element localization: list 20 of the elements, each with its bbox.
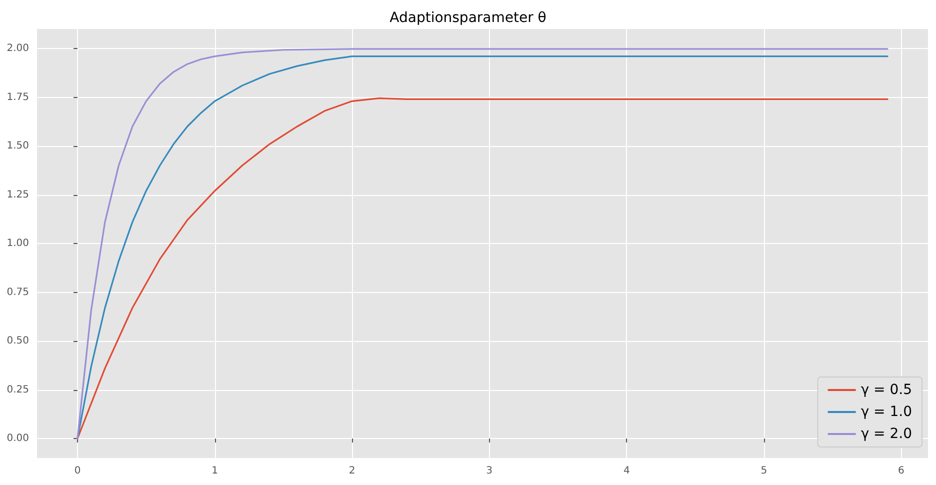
y-tick-label: 1.00: [6, 238, 29, 249]
y-tick-label: 1.50: [6, 140, 29, 152]
x-tick-label: 4: [623, 466, 630, 476]
y-tick-label: 0.00: [6, 433, 29, 444]
y-tick-label: 0.50: [6, 336, 29, 346]
legend-label: γ = 1.0: [860, 404, 912, 420]
x-tick-label: 3: [486, 466, 493, 476]
x-tick-label: 0: [74, 466, 81, 476]
legend-label: γ = 2.0: [860, 426, 912, 442]
legend-label: γ = 0.5: [860, 382, 912, 398]
y-tick-label: 2.00: [6, 43, 29, 54]
x-tick-label: 6: [898, 466, 904, 476]
x-tick-label: 1: [212, 466, 218, 476]
y-tick-label: 1.25: [6, 189, 29, 200]
chart-title: Adaptionsparameter θ: [390, 10, 546, 26]
x-tick-label: 2: [348, 466, 356, 476]
x-tick-label: 5: [760, 466, 768, 476]
y-tick-label: 1.75: [6, 92, 29, 103]
y-tick-label: 0.75: [6, 286, 29, 298]
y-tick-label: 0.25: [6, 384, 29, 396]
